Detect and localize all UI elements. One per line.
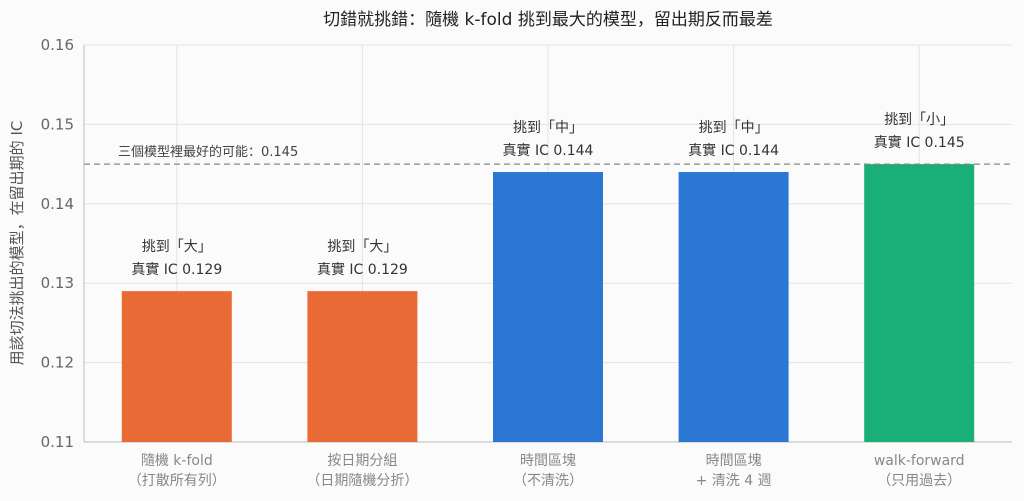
y-axis-label: 用該切法挑出的模型，在留出期的 IC bbox=[8, 121, 26, 366]
x-tick-label: 時間區塊 bbox=[520, 453, 576, 469]
x-tick-label-sub: （不清洗） bbox=[513, 473, 583, 489]
bar-label-pick: 挑到「大」 bbox=[327, 239, 397, 255]
x-tick-label: 時間區塊 bbox=[706, 453, 762, 469]
bar-label-pick: 挑到「中」 bbox=[699, 120, 769, 136]
bar bbox=[307, 291, 418, 442]
bar-label-ic: 真實 IC 0.145 bbox=[874, 134, 965, 151]
bar-label-ic: 真實 IC 0.129 bbox=[131, 261, 222, 278]
y-tick-label: 0.11 bbox=[41, 433, 74, 451]
bar bbox=[121, 291, 232, 442]
bar-label-pick: 挑到「中」 bbox=[513, 120, 583, 136]
y-tick-label: 0.16 bbox=[41, 36, 74, 54]
x-tick-label: 隨機 k-fold bbox=[141, 453, 213, 469]
x-tick-label-sub: （日期隨機分折） bbox=[306, 473, 418, 489]
reference-line-label: 三個模型裡最好的可能：0.145 bbox=[118, 144, 298, 160]
x-tick-label-sub: （打散所有列） bbox=[128, 472, 226, 489]
bar-label-ic: 真實 IC 0.144 bbox=[503, 142, 594, 159]
y-tick-label: 0.12 bbox=[41, 354, 74, 372]
bar bbox=[678, 172, 789, 443]
bars-layer bbox=[121, 164, 975, 443]
bar-label-pick: 挑到「大」 bbox=[142, 239, 212, 255]
bar bbox=[493, 172, 603, 443]
y-tick-label: 0.15 bbox=[41, 115, 74, 133]
bar-label-ic: 真實 IC 0.144 bbox=[688, 142, 779, 159]
chart-title: 切錯就挑錯：隨機 k-fold 挑到最大的模型，留出期反而最差 bbox=[323, 10, 773, 30]
x-tick-label-sub: + 清洗 4 週 bbox=[696, 473, 772, 489]
bar bbox=[864, 164, 975, 442]
bar-label-pick: 挑到「小」 bbox=[884, 112, 954, 128]
bar-label-ic: 真實 IC 0.129 bbox=[317, 261, 408, 278]
x-tick-label: walk-forward bbox=[874, 453, 965, 469]
y-tick-label: 0.13 bbox=[41, 274, 74, 292]
y-tick-label: 0.14 bbox=[41, 195, 74, 213]
labels-layer: 0.11 0.12 0.13 0.14 0.15 0.16 挑到「大」真實 IC 0.129… bbox=[41, 36, 1012, 489]
x-tick-label: 按日期分組 bbox=[327, 453, 397, 469]
x-tick-label-sub: （只用過去） bbox=[877, 473, 961, 489]
